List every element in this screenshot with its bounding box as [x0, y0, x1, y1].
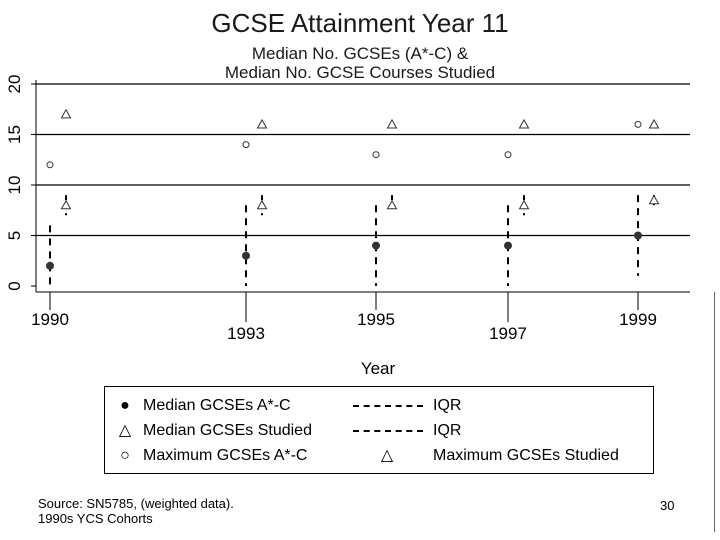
- source-note: Source: SN5785, (weighted data). 1990s Y…: [38, 496, 234, 526]
- legend-item-median-achieved: ● Median GCSEs A*-C: [113, 395, 291, 417]
- point-max-achieved: [46, 161, 54, 169]
- hollow-circle-icon: ○: [120, 447, 130, 464]
- chart-title: GCSE Attainment Year 11: [211, 8, 509, 38]
- chart-subtitle-line-2: Median No. GCSE Courses Studied: [224, 63, 496, 82]
- chart-subtitle-line-1: Median No. GCSEs (A*-C) &: [251, 44, 469, 63]
- slide-frame-edge: [714, 292, 715, 532]
- y-tick-label: 20: [5, 75, 24, 94]
- point-max-achieved: [504, 151, 512, 159]
- legend: ● Median GCSEs A*-C IQR △ Median GCSEs S…: [104, 386, 654, 474]
- point-max-studied: [60, 108, 72, 119]
- filled-circle-icon: ●: [120, 397, 130, 414]
- point-max-studied: [518, 118, 530, 129]
- legend-label: Maximum GCSEs Studied: [433, 447, 619, 464]
- point-median-studied: [386, 199, 398, 210]
- y-tick-label: 0: [5, 281, 24, 290]
- point-max-studied: [256, 118, 268, 129]
- dashed-line-icon: [353, 405, 423, 407]
- point-median-achieved: [504, 241, 512, 250]
- legend-item-iqr-studied: IQR: [353, 420, 461, 442]
- legend-label: Median GCSEs A*-C: [143, 397, 291, 414]
- legend-item-iqr-achieved: IQR: [353, 395, 461, 417]
- point-max-studied: [648, 118, 660, 129]
- point-median-studied: [648, 194, 660, 205]
- point-max-achieved: [372, 151, 380, 159]
- x-tick-label: 1997: [489, 324, 527, 343]
- legend-label: IQR: [433, 422, 462, 439]
- legend-label: Median GCSEs Studied: [143, 422, 312, 439]
- legend-label: IQR: [433, 397, 462, 414]
- point-median-studied: [256, 199, 268, 210]
- x-tick-label: 1999: [619, 310, 657, 329]
- legend-label: Maximum GCSEs A*-C: [143, 447, 308, 464]
- y-tick-label: 5: [5, 231, 24, 240]
- y-tick-label: 15: [5, 125, 24, 144]
- dashed-line-icon: [353, 430, 423, 432]
- point-median-achieved: [46, 261, 54, 270]
- triangle-icon: △: [380, 447, 394, 464]
- point-max-achieved: [242, 141, 250, 149]
- point-median-achieved: [372, 241, 380, 250]
- point-max-achieved: [634, 120, 642, 128]
- point-median-achieved: [242, 251, 250, 260]
- point-median-studied: [60, 199, 72, 210]
- x-axis-title: Year: [361, 359, 396, 378]
- x-tick-label: 1995: [357, 310, 395, 329]
- x-tick-label: 1993: [227, 324, 265, 343]
- y-tick-label: 10: [5, 176, 24, 195]
- point-median-achieved: [634, 231, 642, 240]
- legend-item-median-studied: △ Median GCSEs Studied: [113, 420, 312, 442]
- point-median-studied: [518, 199, 530, 210]
- source-line-2: 1990s YCS Cohorts: [38, 511, 153, 526]
- legend-item-max-studied: △ Maximum GCSEs Studied: [375, 445, 619, 467]
- triangle-icon: △: [118, 422, 132, 439]
- page-number: 30: [660, 498, 675, 513]
- source-line-1: Source: SN5785, (weighted data).: [38, 496, 234, 511]
- legend-item-max-achieved: ○ Maximum GCSEs A*-C: [113, 445, 307, 467]
- x-tick-label: 1990: [31, 310, 69, 329]
- point-max-studied: [386, 118, 398, 129]
